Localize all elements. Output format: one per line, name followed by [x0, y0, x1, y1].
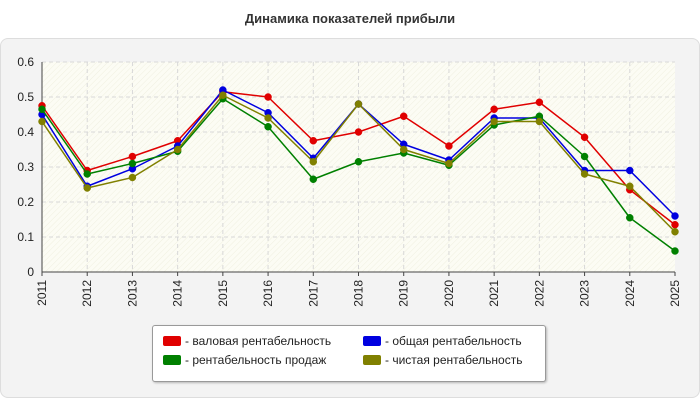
- data-point: [128, 159, 137, 168]
- x-tick-label: 2018: [352, 280, 366, 307]
- x-tick-label: 2013: [125, 280, 139, 307]
- series-4: [38, 91, 679, 236]
- data-point: [580, 133, 589, 141]
- data-point: [219, 91, 227, 99]
- x-tick-label: 2022: [532, 280, 546, 307]
- x-tick-label: 2015: [216, 280, 230, 307]
- data-point: [264, 114, 272, 122]
- axes: 0 0.1 0.2 0.3 0.4 0.5 0.6 2011 2012 2013 2014 2015 2…: [17, 55, 682, 307]
- data-point: [309, 175, 318, 183]
- x-tick-label: 2017: [306, 280, 320, 307]
- legend-item: - чистая рентабельность: [363, 353, 522, 367]
- data-point: [309, 158, 318, 166]
- x-tick-label: 2011: [35, 280, 49, 306]
- x-tick-label: 2016: [261, 280, 275, 307]
- y-tick-label: 0.4: [17, 125, 34, 139]
- x-tick-label: 2023: [578, 280, 592, 307]
- data-point: [354, 100, 363, 108]
- y-tick-label: 0.3: [17, 160, 34, 174]
- legend-swatch: [163, 336, 181, 346]
- data-point: [626, 214, 634, 222]
- legend-swatch: [363, 336, 381, 346]
- data-point: [128, 173, 137, 182]
- data-point: [490, 105, 498, 113]
- y-tick-label: 0.6: [17, 55, 34, 69]
- x-tick-label: 2024: [623, 280, 637, 307]
- data-point: [399, 145, 408, 154]
- data-point: [580, 170, 589, 178]
- data-point: [671, 212, 679, 220]
- data-point: [128, 152, 137, 161]
- series: [38, 86, 679, 255]
- data-point: [83, 184, 91, 192]
- x-tick-label: 2019: [397, 280, 411, 307]
- legend-item: - общая рентабельность: [363, 334, 522, 348]
- data-point: [535, 98, 544, 106]
- legend-label: - рентабельность продаж: [185, 353, 327, 367]
- data-point: [354, 128, 363, 136]
- x-tick-label: 2021: [487, 280, 501, 307]
- data-point: [626, 166, 634, 175]
- legend-label: - общая рентабельность: [385, 334, 522, 348]
- data-point: [173, 145, 182, 154]
- data-point: [354, 158, 363, 166]
- data-point: [264, 93, 272, 101]
- data-point: [399, 112, 408, 120]
- data-point: [445, 159, 453, 168]
- x-tick-label: 2012: [80, 280, 94, 307]
- x-tick-label: 2014: [171, 280, 185, 307]
- data-point: [264, 123, 272, 131]
- data-point: [671, 228, 679, 236]
- x-tick-label: 2020: [442, 280, 456, 307]
- chart-title: Динамика показателей прибыли: [244, 11, 456, 26]
- data-point: [38, 117, 46, 126]
- data-point: [535, 117, 544, 126]
- y-tick-label: 0: [27, 265, 34, 279]
- x-tick-label: 2025: [668, 280, 682, 307]
- legend-item: - валовая рентабельность: [163, 334, 331, 348]
- legend-label: - валовая рентабельность: [185, 334, 332, 348]
- data-point: [309, 137, 318, 145]
- legend-swatch: [163, 355, 181, 365]
- legend-label: - чистая рентабельность: [385, 353, 523, 367]
- data-point: [490, 117, 498, 126]
- data-point: [626, 182, 634, 190]
- data-point: [38, 105, 46, 113]
- data-point: [580, 152, 589, 161]
- data-point: [83, 170, 91, 178]
- y-tick-label: 0.2: [17, 195, 34, 209]
- data-point: [671, 247, 679, 255]
- data-point: [445, 142, 453, 150]
- y-tick-label: 0.1: [17, 230, 34, 244]
- data-point: [671, 221, 679, 229]
- legend-swatch: [363, 355, 381, 365]
- y-tick-label: 0.5: [17, 90, 34, 104]
- legend-item: - рентабельность продаж: [163, 353, 326, 367]
- legend: - валовая рентабельность - общая рентабел…: [152, 325, 546, 382]
